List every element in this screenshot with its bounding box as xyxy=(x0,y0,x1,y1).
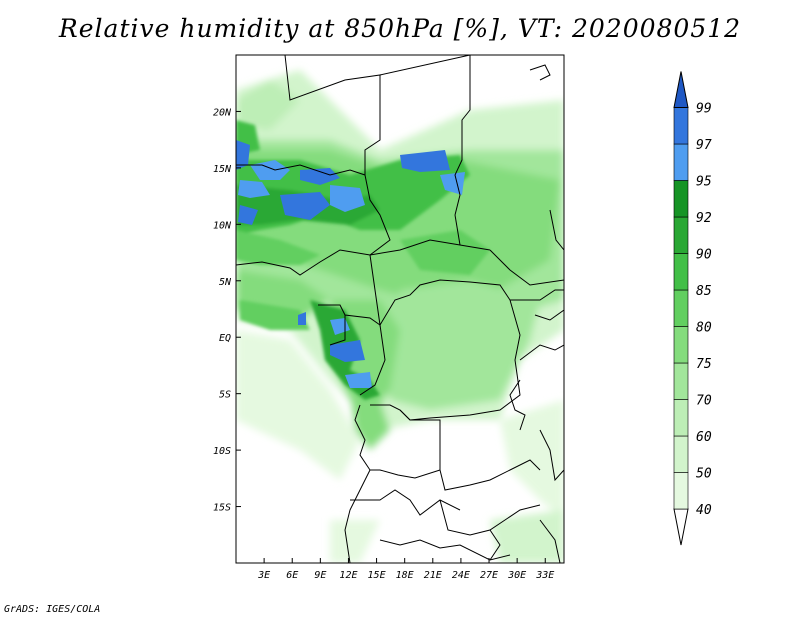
colorbar-label: 85 xyxy=(696,284,712,299)
lat-tick-label: 10S xyxy=(213,446,231,457)
lat-tick-label: 15N xyxy=(213,164,232,175)
lon-tick-label: 27E xyxy=(480,570,498,581)
high-humidity-patches xyxy=(236,140,465,388)
grads-credit: GrADS: IGES/COLA xyxy=(4,604,101,615)
lon-tick-label: 6E xyxy=(286,570,298,581)
colorbar-label: 97 xyxy=(696,138,712,153)
colorbar-label: 92 xyxy=(696,211,712,226)
colorbar-segment xyxy=(673,472,689,510)
map-frame xyxy=(235,54,565,564)
colorbar-label: 50 xyxy=(696,467,712,482)
longitude-axis: 3E 6E 9E 12E 15E 18E 21E 24E 27E 30E 33E xyxy=(257,558,554,581)
colorbar-segment xyxy=(673,362,689,400)
colorbar-label: 95 xyxy=(696,175,712,190)
lat-tick-label: 10N xyxy=(213,220,232,231)
lon-tick-label: 21E xyxy=(424,570,442,581)
colorbar-label: 60 xyxy=(696,430,712,445)
lon-tick-label: 9E xyxy=(314,570,326,581)
colorbar-lower-arrow xyxy=(673,508,689,546)
lon-tick-label: 33E xyxy=(535,570,554,581)
colorbar-segment xyxy=(673,399,689,437)
lon-tick-label: 30E xyxy=(507,570,526,581)
colorbar-segment xyxy=(673,435,689,473)
colorbar-segment xyxy=(673,326,689,364)
lat-tick-label: 5S xyxy=(219,390,231,401)
lat-tick-label: 15S xyxy=(213,503,231,514)
colorbar-segment xyxy=(673,216,689,254)
lon-tick-label: 12E xyxy=(339,570,357,581)
colorbar-label: 99 xyxy=(696,102,712,117)
lon-tick-label: 3E xyxy=(257,570,270,581)
colorbar-label: 75 xyxy=(696,357,712,372)
colorbar-label: 90 xyxy=(696,248,712,263)
lat-tick-label: 20N xyxy=(213,107,232,118)
chart-title: Relative humidity at 850hPa [%], VT: 202… xyxy=(58,14,742,43)
colorbar-label: 80 xyxy=(696,321,712,336)
lat-tick-label: EQ xyxy=(219,333,231,344)
colorbar-segment xyxy=(673,289,689,327)
latitude-axis: 20N 15N 10N 5N EQ 5S 10S 15S xyxy=(213,107,241,514)
lat-tick-label: 5N xyxy=(219,277,232,288)
colorbar-segment xyxy=(673,180,689,218)
country-borders xyxy=(236,55,564,563)
colorbar-segment xyxy=(673,143,689,181)
colorbar-segment xyxy=(673,107,689,145)
colorbar-label: 70 xyxy=(696,394,712,409)
colorbar-label: 40 xyxy=(696,503,712,518)
colorbar-segment xyxy=(673,253,689,291)
lon-tick-label: 24E xyxy=(452,570,470,581)
colorbar: 40 50 60 70 75 80 85 90 92 95 97 99 xyxy=(673,71,712,546)
colorbar-upper-arrow xyxy=(673,71,689,108)
humidity-field xyxy=(236,55,564,563)
lon-tick-label: 18E xyxy=(396,570,414,581)
lon-tick-label: 15E xyxy=(368,570,386,581)
